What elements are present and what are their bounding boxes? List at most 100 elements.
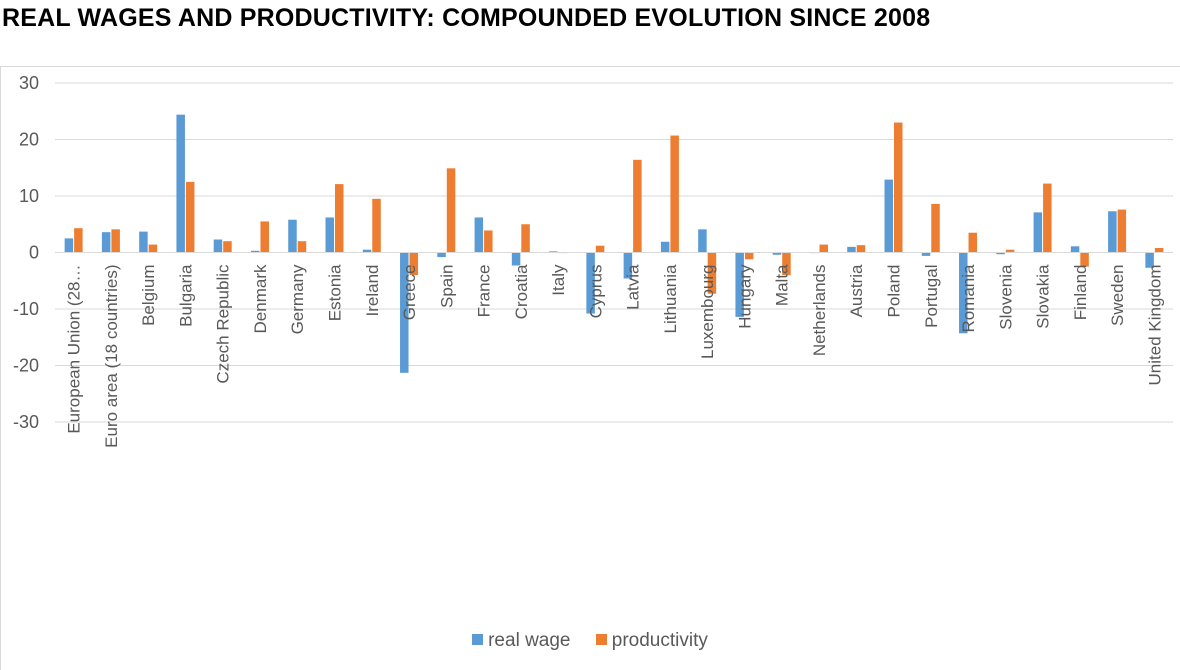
bar-real-wage-cyprus [586,252,595,314]
bar-productivity-united-kingdom [1154,247,1164,253]
category-label-greece: Greece [400,265,419,321]
bar-real-wage-belgium [139,231,148,253]
bar-productivity-portugal [931,203,940,253]
bar-productivity-netherlands [819,244,828,253]
bar-productivity-croatia [521,224,530,253]
bar-productivity-austria [856,245,866,253]
bar-productivity-france [484,230,493,253]
bar-productivity-germany [297,241,307,253]
category-label-austria: Austria [847,264,866,317]
bar-real-wage-united-kingdom [1145,252,1154,268]
chart-frame: 30 20 10 0 -10 -20 -30 European Union (28… Euro… [0,66,1180,670]
legend-item-productivity: productivity [595,630,708,652]
bar-real-wage-euro-area-18-countries [101,232,111,253]
bar-real-wage-croatia [511,252,521,266]
category-label-latvia: Latvia [624,264,643,310]
bar-real-wage-denmark [250,250,260,253]
bar-productivity-estonia [335,184,344,253]
y-tick-label: -30 [13,412,39,432]
y-tick-label: 30 [19,73,39,93]
bar-productivity-bulgaria [185,181,195,253]
bar-real-wage-ireland [362,249,372,253]
bars [64,114,1164,373]
bar-productivity-finland [1080,252,1089,267]
bar-productivity-hungary [744,252,754,260]
bar-real-wage-luxembourg [698,229,707,253]
bar-real-wage-czech-republic [213,239,223,253]
category-label-luxembourg: Luxembourg [698,265,717,360]
bar-productivity-denmark [260,221,269,253]
category-label-euro-area-18-countries: Euro area (18 countries) [102,265,121,448]
bar-productivity-malta [782,252,791,276]
bar-real-wage-romania [959,252,968,334]
category-label-european-union-28: European Union (28… [65,265,84,434]
category-label-belgium: Belgium [139,265,158,326]
bar-real-wage-malta [772,252,782,255]
bar-productivity-latvia [633,159,642,253]
bar-real-wage-slovenia [996,252,1005,255]
bar-real-wage-sweden [1108,211,1117,253]
category-label-czech-republic: Czech Republic [214,264,233,384]
legend-label-productivity: productivity [611,630,708,651]
legend: real wage productivity [0,630,1180,652]
bar-real-wage-hungary [735,252,744,317]
category-label-romania: Romania [959,264,978,333]
bar-real-wage-austria [847,246,856,253]
y-tick-label: 10 [19,186,39,206]
bar-productivity-poland [894,122,903,253]
bar-productivity-greece [409,252,419,276]
category-label-italy: Italy [549,264,568,296]
category-label-germany: Germany [288,264,307,334]
bar-real-wage-lithuania [660,241,670,253]
bar-real-wage-spain [437,252,446,258]
bar-real-wage-portugal [921,252,931,256]
category-label-croatia: Croatia [512,264,531,319]
category-label-slovenia: Slovenia [996,264,1015,330]
y-axis-tick-labels: 30 20 10 0 -10 -20 -30 [13,73,39,432]
category-label-hungary: Hungary [735,264,754,329]
bar-real-wage-finland [1070,246,1080,253]
bar-productivity-slovenia [1005,249,1015,253]
bar-productivity-european-union-28 [74,228,83,253]
category-label-malta: Malta [773,264,792,306]
category-label-estonia: Estonia [326,264,345,321]
bar-productivity-romania [968,232,978,253]
bar-real-wage-latvia [623,252,633,279]
category-label-ireland: Ireland [363,265,382,317]
category-labels: European Union (28… Euro area (18 countri… [65,264,1165,448]
bar-productivity-luxembourg [707,252,717,294]
category-label-bulgaria: Bulgaria [176,264,195,327]
bar-real-wage-poland [884,179,893,253]
y-tick-label: 0 [29,243,39,263]
category-label-slovakia: Slovakia [1034,264,1053,329]
bar-productivity-czech-republic [223,241,232,253]
bar-productivity-lithuania [670,135,679,253]
bar-productivity-ireland [372,198,381,253]
bar-productivity-euro-area-18-countries [111,229,120,253]
bar-real-wage-italy [549,251,558,253]
category-label-denmark: Denmark [251,264,270,333]
bar-real-wage-slovakia [1033,212,1043,253]
y-tick-label: -20 [13,356,39,376]
y-tick-label: 20 [19,130,39,150]
bar-real-wage-france [474,217,484,253]
bar-real-wage-germany [288,219,297,253]
category-label-netherlands: Netherlands [810,265,829,357]
bar-productivity-slovakia [1043,183,1052,253]
category-label-portugal: Portugal [922,265,941,328]
category-label-spain: Spain [437,265,456,308]
bar-productivity-cyprus [595,245,605,253]
legend-item-real-wage: real wage [472,630,571,652]
legend-label-real-wage: real wage [488,630,571,651]
category-label-lithuania: Lithuania [661,264,680,334]
bar-real-wage-european-union-28 [64,238,74,253]
bar-real-wage-estonia [325,217,334,253]
bar-productivity-spain [446,168,456,253]
bar-real-wage-greece [400,252,409,373]
chart-title: REAL WAGES AND PRODUCTIVITY: COMPOUNDED … [2,4,931,32]
bar-real-wage-bulgaria [176,114,185,253]
category-label-cyprus: Cyprus [586,265,605,319]
legend-swatch-real-wage [472,634,484,645]
gridlines [55,82,1173,423]
